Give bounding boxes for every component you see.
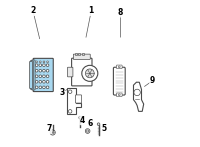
Circle shape [118,66,120,68]
Circle shape [68,90,72,93]
Circle shape [97,123,100,126]
Circle shape [46,75,49,78]
Circle shape [39,75,42,78]
Circle shape [87,130,89,132]
Circle shape [46,64,49,66]
Text: 6: 6 [87,118,92,127]
FancyBboxPatch shape [116,65,122,69]
Circle shape [39,81,42,83]
Text: 1: 1 [89,6,94,15]
Bar [82,53,84,55]
Text: 5: 5 [102,124,107,133]
FancyBboxPatch shape [33,58,53,92]
Circle shape [43,61,45,63]
Circle shape [35,86,38,89]
Circle shape [43,64,45,66]
FancyBboxPatch shape [76,95,82,103]
Polygon shape [67,88,81,114]
Bar [78,53,80,55]
Text: 7: 7 [46,124,52,133]
Circle shape [39,69,42,72]
FancyBboxPatch shape [73,54,90,59]
Circle shape [43,86,45,89]
Circle shape [118,94,120,96]
Circle shape [82,65,98,81]
Circle shape [85,129,90,133]
Circle shape [47,61,48,63]
Circle shape [36,61,38,63]
Text: 3: 3 [60,88,65,97]
FancyBboxPatch shape [68,67,73,77]
FancyBboxPatch shape [113,67,125,95]
Circle shape [46,81,49,83]
Circle shape [79,116,82,119]
Polygon shape [133,82,144,111]
Circle shape [46,69,49,72]
Circle shape [43,75,45,78]
Circle shape [50,130,55,135]
Circle shape [39,61,41,63]
Circle shape [68,110,72,113]
FancyBboxPatch shape [30,61,33,89]
Circle shape [134,89,140,96]
Text: 2: 2 [30,6,36,15]
Text: 8: 8 [118,8,123,17]
Circle shape [43,81,45,83]
Text: 9: 9 [150,76,155,85]
Circle shape [46,86,49,89]
Circle shape [35,64,38,66]
Text: 4: 4 [80,116,85,125]
Circle shape [39,86,42,89]
Circle shape [85,69,94,78]
FancyBboxPatch shape [116,93,122,97]
FancyBboxPatch shape [30,61,32,88]
Circle shape [35,75,38,78]
FancyBboxPatch shape [72,58,92,86]
Circle shape [39,64,42,66]
Bar [75,53,77,55]
FancyBboxPatch shape [32,60,35,90]
Circle shape [35,81,38,83]
Circle shape [43,69,45,72]
Circle shape [35,69,38,72]
